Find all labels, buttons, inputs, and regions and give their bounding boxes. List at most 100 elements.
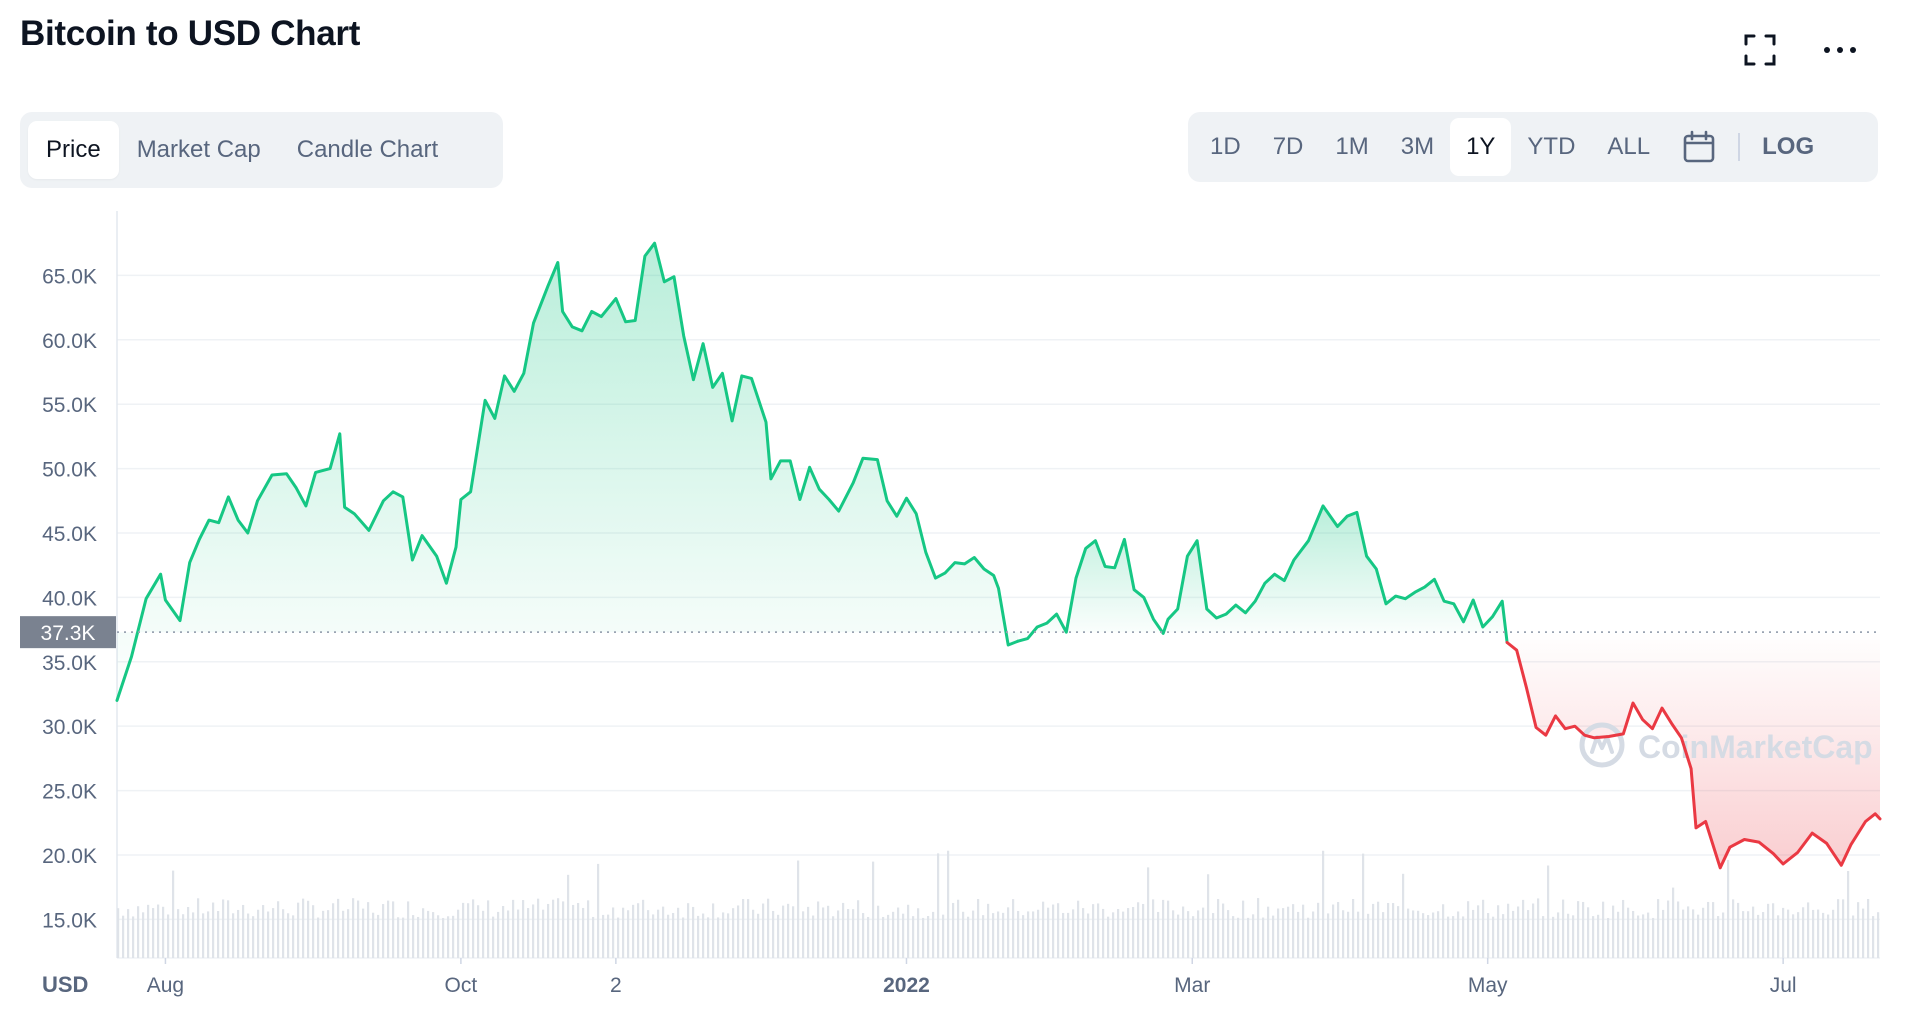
volume-bar xyxy=(407,901,410,958)
volume-bar xyxy=(1637,915,1640,958)
volume-bar xyxy=(472,899,475,958)
volume-bar xyxy=(332,903,335,958)
volume-bar xyxy=(237,909,240,958)
volume-bar xyxy=(1557,912,1560,958)
volume-bar xyxy=(667,914,670,958)
volume-bar xyxy=(1132,907,1135,958)
volume-bar xyxy=(1802,907,1805,958)
volume-bar xyxy=(532,904,535,958)
volume-bar xyxy=(687,903,690,958)
volume-bar xyxy=(517,909,520,958)
volume-bar xyxy=(1162,899,1165,958)
volume-bar xyxy=(212,902,215,958)
calendar-icon[interactable] xyxy=(1666,118,1732,176)
volume-bar xyxy=(512,899,515,958)
volume-bar xyxy=(527,908,530,958)
volume-bar xyxy=(267,911,270,958)
volume-bar xyxy=(182,914,185,958)
volume-bar xyxy=(1007,907,1010,958)
coinmarketcap-logo-mark xyxy=(1590,735,1614,754)
volume-bar xyxy=(1442,904,1445,958)
volume-bar xyxy=(772,910,775,958)
log-scale-toggle[interactable]: LOG xyxy=(1762,133,1815,160)
volume-bar xyxy=(492,916,495,958)
volume-bar xyxy=(1672,887,1675,958)
volume-bar xyxy=(1647,912,1650,958)
y-tick-label: 20.0K xyxy=(42,845,97,868)
volume-bar xyxy=(197,898,200,958)
volume-bar xyxy=(572,904,575,958)
volume-bar xyxy=(1277,908,1280,958)
volume-bar xyxy=(222,899,225,958)
volume-bar xyxy=(997,911,1000,958)
volume-bar xyxy=(1572,915,1575,958)
volume-bar xyxy=(352,898,355,958)
range-divider xyxy=(1738,133,1741,161)
price-area xyxy=(1507,632,1880,868)
volume-bar xyxy=(1167,900,1170,958)
volume-bar xyxy=(607,914,610,958)
range-7d[interactable]: 7D xyxy=(1272,133,1304,160)
volume-bar xyxy=(802,911,805,958)
volume-bar xyxy=(1872,916,1875,958)
range-1d[interactable]: 1D xyxy=(1210,133,1241,160)
volume-bar xyxy=(1727,859,1730,958)
volume-bar xyxy=(1367,913,1370,958)
tab-candle-chart[interactable]: Candle Chart xyxy=(296,136,439,163)
range-1m[interactable]: 1M xyxy=(1335,133,1369,160)
volume-bar xyxy=(767,898,770,958)
y-tick-label: 65.0K xyxy=(42,265,97,288)
volume-bar xyxy=(502,905,505,958)
volume-bar xyxy=(1752,906,1755,958)
tab-market-cap[interactable]: Market Cap xyxy=(136,136,261,163)
volume-bar xyxy=(1547,865,1550,958)
coinmarketcap-logo-icon xyxy=(1579,722,1625,768)
volume-bar xyxy=(1677,901,1680,958)
volume-bar xyxy=(642,899,645,958)
volume-bar xyxy=(627,910,630,958)
volume-bar xyxy=(1502,914,1505,958)
volume-bar xyxy=(612,907,615,958)
price-line xyxy=(1505,641,1882,870)
volume-bar xyxy=(1812,909,1815,958)
volume-bar xyxy=(912,916,915,958)
volume-bar xyxy=(1352,899,1355,958)
volume-bar xyxy=(1302,904,1305,958)
range-3m[interactable]: 3M xyxy=(1400,133,1435,160)
volume-bar xyxy=(1652,917,1655,958)
volume-bar xyxy=(357,900,360,958)
more-horizontal-icon[interactable] xyxy=(1820,30,1860,70)
range-ytd[interactable]: YTD xyxy=(1527,133,1576,160)
volume-bar xyxy=(1157,911,1160,958)
volume-bar xyxy=(1267,906,1270,958)
volume-bar xyxy=(1177,914,1180,958)
volume-bar xyxy=(937,853,940,958)
volume-bar xyxy=(387,900,390,958)
range-1y[interactable]: 1Y xyxy=(1450,118,1512,176)
tab-price[interactable]: Price xyxy=(28,121,119,179)
volume-bar xyxy=(247,913,250,958)
volume-bar xyxy=(1227,910,1230,958)
volume-bar xyxy=(1407,908,1410,958)
volume-bar xyxy=(1697,914,1700,958)
range-all[interactable]: ALL xyxy=(1607,133,1651,160)
volume-bar xyxy=(1087,913,1090,958)
volume-bar xyxy=(897,907,900,958)
volume-bar xyxy=(777,914,780,958)
volume-bar xyxy=(187,906,190,958)
volume-bar xyxy=(942,914,945,958)
volume-bar xyxy=(337,898,340,958)
volume-bar xyxy=(207,911,210,958)
volume-bar xyxy=(447,916,450,958)
volume-bar xyxy=(1527,910,1530,958)
volume-bar xyxy=(1467,901,1470,958)
volume-bar xyxy=(927,916,930,958)
watermark-text: CoinMarketCap xyxy=(1638,729,1873,765)
volume-bar xyxy=(137,906,140,958)
expand-icon[interactable] xyxy=(1740,30,1780,70)
volume-bar xyxy=(1487,913,1490,958)
volume-bar xyxy=(792,906,795,958)
volume-bar xyxy=(757,913,760,958)
volume-bar xyxy=(1147,867,1150,958)
